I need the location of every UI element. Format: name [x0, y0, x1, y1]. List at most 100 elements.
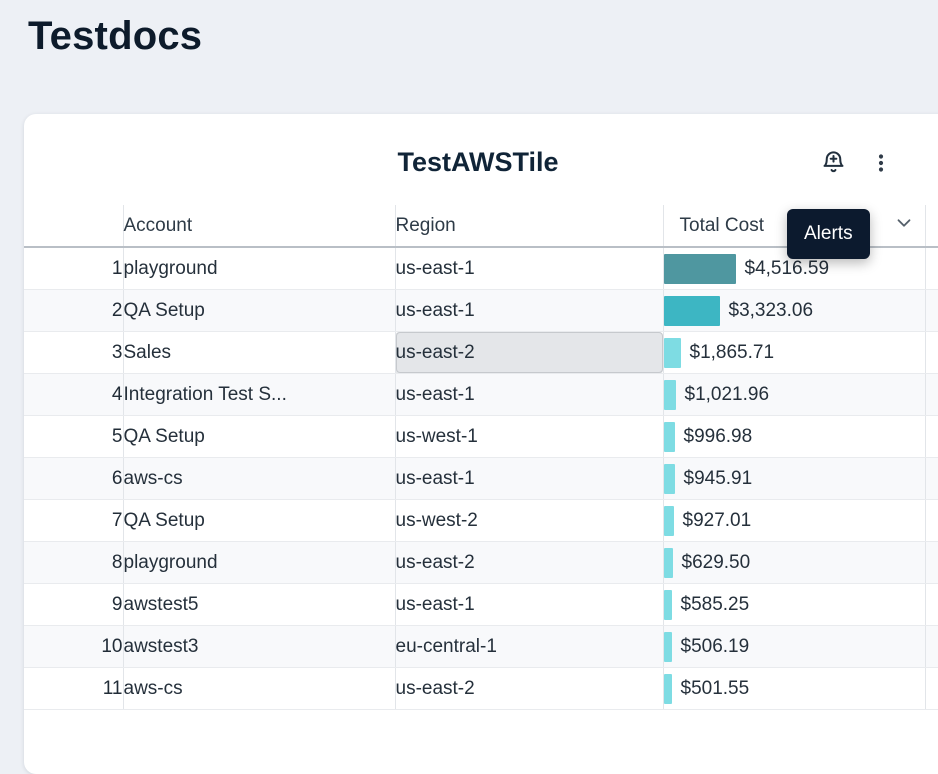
account-cell[interactable]: QA Setup — [122, 415, 395, 458]
total-cost-cell[interactable]: $927.01 — [662, 499, 925, 542]
cost-value: $4,516.59 — [744, 257, 830, 279]
table-row[interactable]: 11 aws-cs us-east-2 $501.55 — [24, 667, 938, 710]
page-title: Testdocs — [28, 14, 203, 58]
cost-value: $3,323.06 — [728, 299, 814, 321]
total-cost-cell[interactable]: $996.98 — [662, 415, 925, 458]
cost-bar — [663, 589, 672, 620]
region-cell[interactable]: us-east-1 — [394, 289, 663, 332]
cost-bar — [663, 673, 672, 704]
row-number: 7 — [24, 499, 123, 542]
region-cell[interactable]: us-east-2 — [394, 667, 663, 710]
account-cell[interactable]: aws-cs — [122, 667, 395, 710]
row-number-header — [24, 205, 123, 248]
row-number: 5 — [24, 415, 123, 458]
account-cell[interactable]: playground — [122, 247, 395, 290]
column-header-account[interactable]: Account — [122, 205, 395, 248]
row-number: 4 — [24, 373, 123, 416]
row-number: 6 — [24, 457, 123, 500]
cost-bar — [663, 295, 720, 326]
row-number: 3 — [24, 331, 123, 374]
cost-value: $506.19 — [680, 635, 750, 657]
total-cost-cell[interactable]: $629.50 — [662, 541, 925, 584]
cost-bar — [663, 547, 673, 578]
cost-value: $927.01 — [682, 509, 752, 531]
account-cell[interactable]: playground — [122, 541, 395, 584]
table-row[interactable]: 7 QA Setup us-west-2 $927.01 — [24, 499, 938, 542]
extra-cell — [924, 583, 938, 626]
cost-bar — [663, 463, 675, 494]
table-row[interactable]: 3 Sales us-east-2 $1,865.71 — [24, 331, 938, 374]
account-cell[interactable]: QA Setup — [122, 289, 395, 332]
extra-cell — [924, 457, 938, 500]
table-row[interactable]: 2 QA Setup us-east-1 $3,323.06 — [24, 289, 938, 332]
extra-cell — [924, 289, 938, 332]
row-number: 1 — [24, 247, 123, 290]
bell-plus-icon — [820, 149, 847, 179]
cost-value: $585.25 — [680, 593, 750, 615]
cost-bar — [663, 505, 674, 536]
extra-cell — [924, 247, 938, 290]
row-number: 11 — [24, 667, 123, 710]
add-alert-button[interactable] — [818, 149, 848, 179]
cost-bar — [663, 379, 676, 410]
extra-cell — [924, 625, 938, 668]
region-cell[interactable]: eu-central-1 — [394, 625, 663, 668]
total-cost-cell[interactable]: $1,865.71 — [662, 331, 925, 374]
tile-card: TestAWSTile — [24, 114, 938, 774]
column-header-extra — [924, 205, 938, 248]
extra-cell — [924, 541, 938, 584]
table-row[interactable]: 6 aws-cs us-east-1 $945.91 — [24, 457, 938, 500]
tile-actions — [818, 149, 896, 179]
extra-cell — [924, 667, 938, 710]
region-cell[interactable]: us-east-1 — [394, 247, 663, 290]
cost-value: $501.55 — [680, 677, 750, 699]
total-cost-cell[interactable]: $501.55 — [662, 667, 925, 710]
total-cost-cell[interactable]: $945.91 — [662, 457, 925, 500]
alerts-tooltip: Alerts — [787, 209, 870, 259]
region-cell[interactable]: us-east-2 — [394, 331, 663, 374]
cost-value: $996.98 — [683, 425, 753, 447]
region-cell[interactable]: us-west-1 — [394, 415, 663, 458]
row-number: 8 — [24, 541, 123, 584]
region-cell[interactable]: us-east-1 — [394, 583, 663, 626]
account-cell[interactable]: Sales — [122, 331, 395, 374]
column-header-total-cost-label: Total Cost — [679, 214, 764, 236]
table-row[interactable]: 9 awstest5 us-east-1 $585.25 — [24, 583, 938, 626]
table-row[interactable]: 8 playground us-east-2 $629.50 — [24, 541, 938, 584]
account-cell[interactable]: aws-cs — [122, 457, 395, 500]
region-cell[interactable]: us-east-1 — [394, 457, 663, 500]
total-cost-cell[interactable]: $1,021.96 — [662, 373, 925, 416]
table-row[interactable]: 5 QA Setup us-west-1 $996.98 — [24, 415, 938, 458]
account-cell[interactable]: awstest3 — [122, 625, 395, 668]
table-row[interactable]: 10 awstest3 eu-central-1 $506.19 — [24, 625, 938, 668]
account-cell[interactable]: QA Setup — [122, 499, 395, 542]
extra-cell — [924, 331, 938, 374]
cost-bar — [663, 337, 681, 368]
extra-cell — [924, 499, 938, 542]
tile-table: Account Region Total Cost 1 pl — [24, 205, 938, 710]
cost-bar — [663, 421, 675, 452]
region-cell[interactable]: us-west-2 — [394, 499, 663, 542]
column-header-region[interactable]: Region — [394, 205, 663, 248]
extra-cell — [924, 415, 938, 458]
cost-value: $629.50 — [681, 551, 751, 573]
total-cost-cell[interactable]: $585.25 — [662, 583, 925, 626]
total-cost-cell[interactable]: $506.19 — [662, 625, 925, 668]
row-number: 9 — [24, 583, 123, 626]
table-row[interactable]: 4 Integration Test S... us-east-1 $1,021… — [24, 373, 938, 416]
kebab-menu-button[interactable] — [866, 149, 896, 179]
cost-bar — [663, 631, 672, 662]
account-cell[interactable]: Integration Test S... — [122, 373, 395, 416]
kebab-menu-icon — [869, 151, 893, 178]
cost-value: $945.91 — [683, 467, 753, 489]
chevron-down-icon[interactable] — [893, 212, 915, 240]
extra-cell — [924, 373, 938, 416]
row-number: 2 — [24, 289, 123, 332]
cost-bar — [663, 253, 736, 284]
account-cell[interactable]: awstest5 — [122, 583, 395, 626]
total-cost-cell[interactable]: $3,323.06 — [662, 289, 925, 332]
region-cell[interactable]: us-east-2 — [394, 541, 663, 584]
region-cell[interactable]: us-east-1 — [394, 373, 663, 416]
cost-value: $1,865.71 — [689, 341, 775, 363]
table-body: 1 playground us-east-1 $4,516.59 2 QA Se… — [24, 247, 938, 710]
